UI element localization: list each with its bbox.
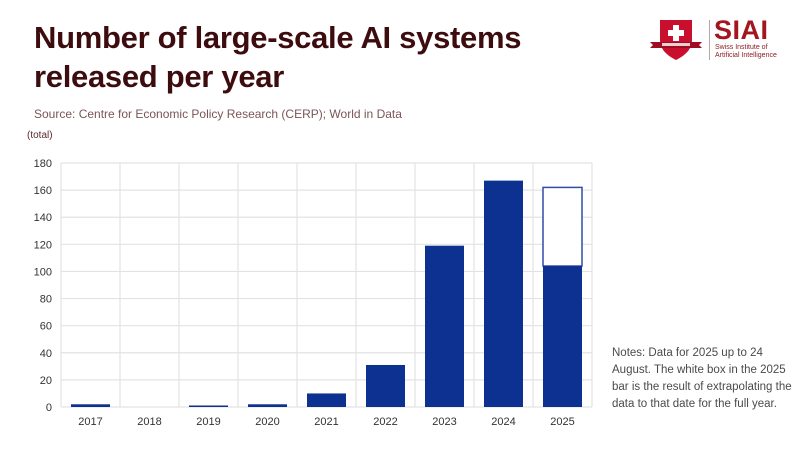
y-tick-label: 80 [40, 294, 52, 306]
logo-subtitle-line1: Swiss Institute of [715, 44, 768, 51]
x-tick-label: 2024 [491, 416, 515, 428]
bar-2021 [307, 393, 346, 407]
x-tick-label: 2017 [78, 416, 102, 428]
source-note: Source: Centre for Economic Policy Resea… [34, 107, 402, 121]
x-axis-ticks: 2017 2018 2019 2020 2021 2022 2023 2024 2025 [78, 416, 574, 428]
y-tick-label: 160 [34, 185, 52, 197]
x-tick-label: 2018 [137, 416, 161, 428]
y-tick-label: 180 [34, 158, 52, 170]
y-tick-label: 20 [40, 375, 52, 387]
x-tick-label: 2022 [373, 416, 397, 428]
chart-notes: Notes: Data for 2025 up to 24 August. Th… [612, 347, 792, 410]
y-axis-ticks: 0 20 40 60 80 100 120 140 160 180 [34, 158, 52, 414]
extrapolated-bar-2025 [542, 186, 583, 267]
swiss-shield-icon [650, 20, 702, 60]
y-tick-label: 140 [34, 212, 52, 224]
x-tick-label: 2025 [550, 416, 574, 428]
chart-title: Number of large-scale AI systems release… [34, 20, 522, 94]
siai-logo: SIAI Swiss Institute of Artificial Intel… [648, 15, 778, 64]
y-axis-unit-label: (total) [27, 130, 53, 141]
x-tick-label: 2021 [314, 416, 338, 428]
x-tick-label: 2023 [432, 416, 456, 428]
bar-2025 [543, 266, 582, 407]
bars [71, 180, 583, 407]
y-tick-label: 0 [46, 402, 52, 414]
y-tick-label: 100 [34, 266, 52, 278]
y-tick-label: 60 [40, 321, 52, 333]
y-tick-label: 120 [34, 239, 52, 251]
bar-2017 [71, 404, 110, 407]
logo-brand: SIAI [714, 15, 769, 45]
bar-2019 [189, 405, 228, 407]
bar-2022 [366, 364, 405, 407]
logo-subtitle-line2: Artificial Intelligence [715, 52, 777, 59]
y-tick-label: 40 [40, 348, 52, 360]
bar-2024 [484, 180, 523, 407]
bar-2023 [425, 245, 464, 407]
x-tick-label: 2020 [255, 416, 279, 428]
bar-2020 [248, 404, 287, 407]
x-tick-label: 2019 [196, 416, 220, 428]
logo-divider [709, 20, 710, 60]
